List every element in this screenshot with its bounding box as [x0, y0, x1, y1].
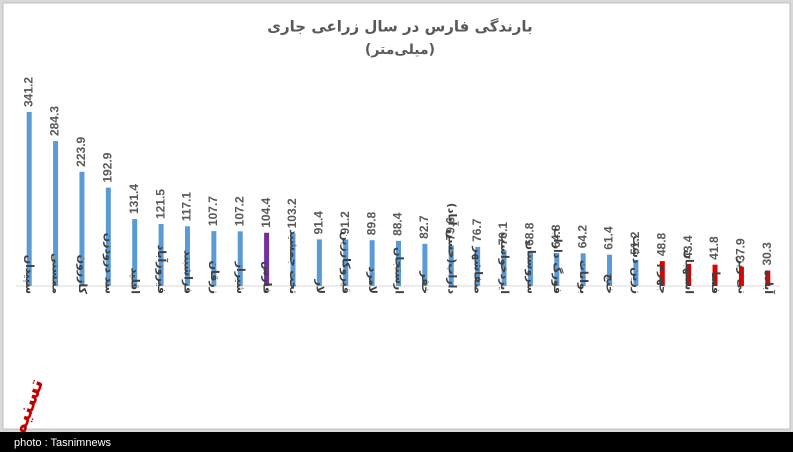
- bar: [158, 224, 164, 286]
- category-label: فورگ داراب: [551, 228, 565, 294]
- value-label: 64.2: [575, 225, 589, 249]
- category-label: لار: [313, 278, 326, 294]
- bar: [53, 141, 59, 286]
- category-label: بوانات: [577, 260, 590, 294]
- bar: [448, 245, 454, 286]
- category-label: تخت جمشید: [287, 229, 300, 294]
- category-label: نی ریز: [735, 257, 748, 294]
- value-label: 89.8: [364, 212, 378, 236]
- value-label: 64.8: [549, 224, 563, 248]
- category-label: لامرد: [366, 267, 379, 295]
- bar: [501, 250, 507, 286]
- value-label: 79.6: [443, 217, 457, 241]
- category-label: شیراز: [234, 261, 247, 294]
- bar: [607, 254, 613, 286]
- category-label: آباده: [762, 270, 776, 294]
- value-label: 51.2: [628, 231, 642, 255]
- bar: [712, 264, 718, 286]
- bar: [211, 231, 217, 286]
- value-label: 91.2: [338, 211, 352, 235]
- bar: [369, 240, 375, 286]
- category-label: ارسنجان: [393, 247, 406, 294]
- category-label: سروستان: [524, 241, 537, 294]
- category-label: فارس: [261, 261, 274, 294]
- value-label: 103.2: [285, 198, 299, 228]
- value-label: 48.8: [654, 232, 668, 256]
- bar: [184, 226, 190, 286]
- bar: [79, 171, 85, 286]
- category-label: زرقان: [208, 261, 221, 294]
- category-label: سد درودزن: [102, 233, 115, 294]
- bar: [26, 112, 32, 286]
- category-label: داراب(حسن آباد): [445, 203, 459, 295]
- value-label: 76.7: [470, 218, 484, 242]
- category-label: جهرم: [656, 264, 669, 294]
- value-label: 107.2: [232, 196, 246, 226]
- panel: [2, 2, 791, 430]
- value-label: 37.9: [734, 238, 748, 262]
- category-label: خفر: [419, 270, 432, 294]
- bar: [554, 252, 560, 286]
- category-label: استهبان: [683, 250, 696, 294]
- category-label: فیروزآباد: [155, 245, 169, 294]
- bar: [633, 259, 639, 286]
- photo-credit: photo : Tasnimnews: [14, 437, 112, 449]
- bar: [738, 266, 744, 286]
- category-label: زرین دشت: [630, 235, 643, 294]
- bar: [264, 232, 270, 286]
- chart-title: بارندگی فارس در سال زراعی جاری: [267, 18, 532, 36]
- chart-subtitle: (میلی‌متر): [365, 42, 435, 58]
- bar: [765, 270, 771, 286]
- bar: [580, 253, 586, 286]
- value-label: 68.8: [523, 222, 537, 246]
- value-label: 107.7: [206, 196, 220, 226]
- category-label: قیروکارزین: [340, 231, 353, 294]
- category-label: خنج: [604, 274, 617, 294]
- value-label: 131.4: [127, 184, 141, 214]
- bar: [475, 246, 481, 286]
- bar: [686, 263, 692, 286]
- category-label: ممسنی: [50, 253, 63, 294]
- category-label: اقلید: [129, 268, 142, 294]
- value-label: 88.4: [391, 212, 405, 236]
- value-label: 70.1: [496, 222, 510, 246]
- bar: [343, 239, 349, 286]
- value-label: 284.3: [48, 106, 62, 136]
- value-label: 104.4: [259, 197, 273, 227]
- value-label: 117.1: [180, 192, 194, 222]
- bar: [422, 243, 428, 286]
- bar: [527, 250, 533, 286]
- value-label: 192.9: [100, 152, 114, 182]
- value-label: 91.4: [312, 211, 326, 235]
- category-label: فراشبند: [181, 250, 194, 294]
- bar: [237, 231, 243, 286]
- category-label: فسا: [709, 271, 722, 294]
- bar: [105, 187, 111, 286]
- value-label: 223.9: [74, 136, 88, 166]
- value-label: 341.2: [21, 77, 35, 107]
- value-label: 121.5: [153, 189, 167, 219]
- bar: [132, 218, 138, 286]
- bar: [316, 239, 322, 286]
- bar: [290, 233, 296, 286]
- value-label: 30.3: [760, 242, 774, 266]
- footer-bar: [0, 432, 793, 452]
- category-label: کازرون: [76, 255, 89, 295]
- value-label: 82.7: [417, 215, 431, 239]
- bar: [396, 240, 401, 286]
- bar: [659, 261, 665, 286]
- category-label: صفاشهر: [472, 245, 485, 294]
- value-label: 43.4: [681, 235, 695, 259]
- category-label: سپیدان: [23, 255, 36, 294]
- category-label: ایزدخواست: [498, 233, 511, 294]
- value-label: 61.4: [602, 226, 616, 250]
- value-label: 41.8: [707, 236, 721, 260]
